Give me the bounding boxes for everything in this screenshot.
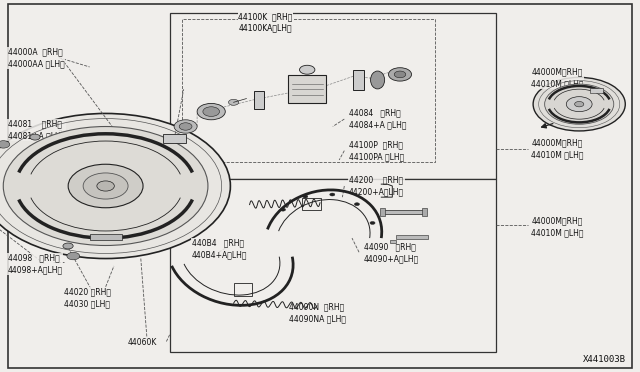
Circle shape bbox=[0, 141, 10, 148]
Circle shape bbox=[533, 77, 625, 131]
Circle shape bbox=[203, 107, 220, 116]
Bar bbox=[288, 75, 326, 103]
Circle shape bbox=[68, 164, 143, 208]
Bar bbox=[163, 134, 186, 143]
Bar bbox=[353, 70, 364, 90]
Text: 44200    〈RH〉
44200+A〈LH〉: 44200 〈RH〉 44200+A〈LH〉 bbox=[349, 176, 404, 196]
Text: 44000M〈RH〉
44010M 〈LH〉: 44000M〈RH〉 44010M 〈LH〉 bbox=[531, 138, 584, 159]
Text: 44060K: 44060K bbox=[128, 338, 157, 347]
Circle shape bbox=[330, 193, 335, 196]
Circle shape bbox=[370, 221, 375, 224]
Text: 44098   〈RH〉
44098+A〈LH〉: 44098 〈RH〉 44098+A〈LH〉 bbox=[8, 254, 63, 275]
Text: 44100K  〈RH〉
44100KA〈LH〉: 44100K 〈RH〉 44100KA〈LH〉 bbox=[239, 12, 292, 33]
Circle shape bbox=[63, 243, 73, 249]
Ellipse shape bbox=[371, 71, 385, 89]
Circle shape bbox=[179, 123, 192, 130]
Circle shape bbox=[0, 113, 230, 259]
Bar bbox=[396, 235, 428, 239]
Bar bbox=[590, 88, 603, 93]
Text: 44020 〈RH〉
44030 〈LH〉: 44020 〈RH〉 44030 〈LH〉 bbox=[64, 287, 111, 308]
Circle shape bbox=[394, 71, 406, 78]
Bar bbox=[170, 13, 496, 179]
Circle shape bbox=[566, 97, 592, 112]
Circle shape bbox=[197, 103, 225, 120]
Bar bbox=[90, 234, 122, 240]
Circle shape bbox=[228, 99, 239, 105]
Bar bbox=[383, 210, 424, 214]
Text: 44000M〈RH〉
44010M 〈LH〉: 44000M〈RH〉 44010M 〈LH〉 bbox=[531, 68, 584, 89]
Text: 44090N  〈RH〉
44090NA 〈LH〉: 44090N 〈RH〉 44090NA 〈LH〉 bbox=[289, 302, 346, 323]
Bar bbox=[234, 283, 252, 296]
Text: 44000M〈RH〉
44010M 〈LH〉: 44000M〈RH〉 44010M 〈LH〉 bbox=[531, 217, 584, 237]
Circle shape bbox=[3, 126, 208, 246]
Bar bbox=[302, 198, 321, 210]
Text: X441003B: X441003B bbox=[583, 355, 626, 364]
Circle shape bbox=[97, 181, 115, 191]
Text: 44100K  〈RH〉
44100KA〈LH〉: 44100K 〈RH〉 44100KA〈LH〉 bbox=[239, 12, 292, 33]
Bar bbox=[182, 19, 435, 162]
Text: 44100P  〈RH〉
44100PA 〈LH〉: 44100P 〈RH〉 44100PA 〈LH〉 bbox=[349, 140, 404, 161]
Text: 44084   〈RH〉
44084+A 〈LH〉: 44084 〈RH〉 44084+A 〈LH〉 bbox=[349, 109, 406, 129]
Bar bbox=[422, 208, 427, 216]
Circle shape bbox=[280, 208, 285, 211]
Text: 440B4   〈RH〉
440B4+A〈LH〉: 440B4 〈RH〉 440B4+A〈LH〉 bbox=[192, 239, 248, 260]
Text: 44081    〈RH〉
44081+A 〈LH〉: 44081 〈RH〉 44081+A 〈LH〉 bbox=[8, 120, 65, 141]
Text: 44090   〈RH〉
44090+A〈LH〉: 44090 〈RH〉 44090+A〈LH〉 bbox=[364, 243, 419, 263]
Circle shape bbox=[545, 84, 614, 124]
Bar bbox=[390, 240, 396, 243]
Bar bbox=[254, 91, 264, 109]
Circle shape bbox=[83, 173, 128, 199]
Circle shape bbox=[30, 134, 40, 140]
Text: 44000A  〈RH〉
44000AA 〈LH〉: 44000A 〈RH〉 44000AA 〈LH〉 bbox=[8, 47, 65, 68]
Circle shape bbox=[575, 102, 584, 107]
Bar bbox=[170, 179, 496, 352]
Circle shape bbox=[388, 68, 412, 81]
Circle shape bbox=[355, 203, 360, 206]
Circle shape bbox=[300, 65, 315, 74]
Bar bbox=[380, 208, 385, 216]
Circle shape bbox=[174, 120, 197, 133]
Circle shape bbox=[67, 252, 80, 260]
Circle shape bbox=[303, 195, 308, 198]
